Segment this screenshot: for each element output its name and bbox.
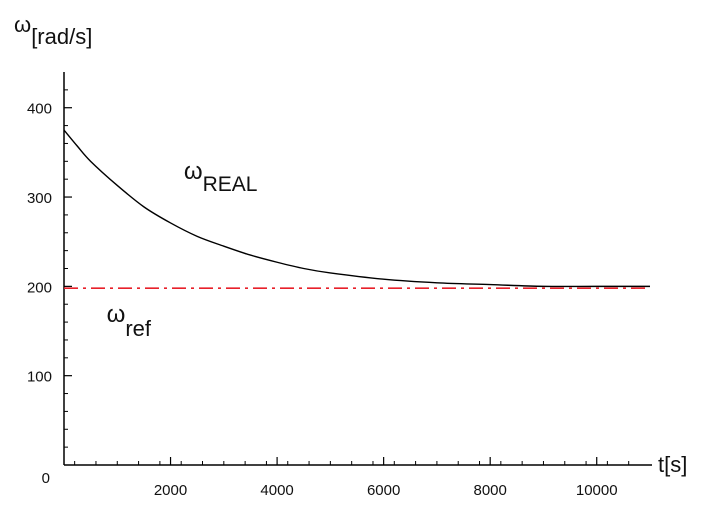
y-tick-label: 0 [42, 470, 50, 487]
y-tick-label: 200 [27, 279, 52, 296]
annotation-omega-real: ωREAL [184, 158, 258, 196]
y-tick-label: 100 [27, 369, 52, 386]
x-tick-label: 10000 [576, 482, 618, 499]
x-tick-label: 2000 [154, 482, 187, 499]
annotation-omega-real-sub: REAL [203, 173, 258, 196]
x-tick-label: 6000 [367, 482, 400, 499]
series-line-omega-real [63, 129, 650, 288]
annotation-omega-real-main: ω [184, 158, 203, 185]
annotation-omega-ref: ωref [107, 301, 152, 341]
y-axis-title-sub: [rad/s] [31, 24, 92, 49]
minor-ticks [64, 89, 630, 465]
x-tick-labels: 2000 4000 6000 8000 10000 [154, 482, 618, 499]
x-axis-title: t[s] [658, 452, 687, 477]
x-tick-label: 8000 [473, 482, 506, 499]
y-axis-title: ω[rad/s] [14, 12, 92, 49]
y-tick-labels: 0 100 200 300 400 [27, 101, 52, 487]
y-tick-label: 300 [27, 190, 52, 207]
annotation-omega-ref-main: ω [107, 301, 126, 328]
major-ticks [64, 107, 598, 465]
y-axis-title-main: ω [14, 12, 31, 37]
annotation-omega-ref-sub: ref [125, 316, 152, 341]
x-tick-label: 4000 [260, 482, 293, 499]
y-tick-label: 400 [27, 101, 52, 118]
